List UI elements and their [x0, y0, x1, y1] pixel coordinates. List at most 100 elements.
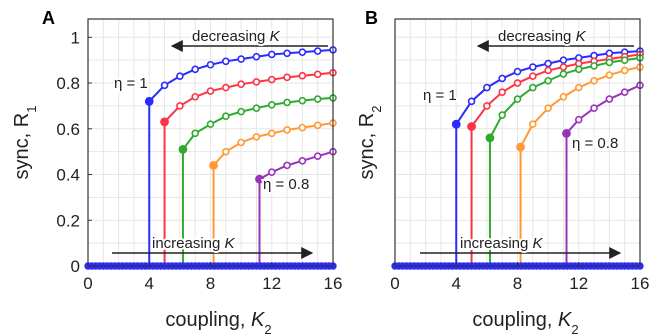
series-3-point: [605, 71, 614, 79]
increasing-label: increasing K: [460, 235, 544, 252]
series-3-point: [237, 138, 245, 147]
series-0-point: [451, 119, 461, 129]
series-3-point: [516, 142, 525, 152]
increasing-label: increasing K: [152, 235, 236, 252]
series-4-point: [574, 115, 583, 124]
series-2-point: [206, 120, 215, 129]
series-3-point: [252, 132, 261, 141]
series-0-point: [298, 48, 307, 56]
series-1-point: [267, 75, 276, 84]
series-2-point: [559, 70, 568, 78]
series-2-point: [574, 65, 583, 74]
series-0-point: [160, 81, 169, 90]
series-0-point: [544, 59, 552, 68]
eta-top-label: η = 1: [114, 75, 148, 92]
series-3-point: [283, 126, 291, 134]
series-2-point: [178, 144, 188, 154]
series-3-point: [590, 76, 598, 85]
series-2-point: [191, 129, 199, 138]
series-2-point: [298, 96, 307, 105]
x-tick-label: 12: [262, 274, 281, 293]
series-2-point: [252, 104, 261, 112]
series-0-point: [483, 83, 491, 92]
y-tick-label: 1: [71, 28, 80, 47]
series-2-point: [590, 62, 598, 70]
series-1-point: [513, 79, 522, 87]
x-tick-label: 16: [631, 274, 649, 293]
series-3-line: [212, 122, 334, 167]
series-3-point: [529, 120, 537, 129]
series-3-point: [267, 129, 276, 138]
series-2-point: [605, 58, 614, 67]
series-1-line: [470, 53, 641, 128]
series-0-point: [267, 50, 276, 59]
series-0-point: [222, 57, 230, 66]
x-tick-label: 4: [452, 274, 461, 293]
y-tick-label: 0.4: [56, 166, 80, 185]
series-1-point: [498, 88, 506, 96]
y-tick-label: 0.8: [56, 74, 80, 93]
series-4-point: [255, 174, 264, 184]
y-tick-label: 0: [71, 257, 80, 276]
series-0-point: [529, 63, 537, 71]
panel-label: A: [42, 8, 55, 28]
series-2-point: [544, 76, 552, 85]
x-tick-label: 4: [145, 274, 154, 293]
x-tick-label: 8: [513, 274, 522, 293]
series-1-point: [283, 73, 291, 82]
panel-a: 0 4 8 12 16 0 0.2 0.4 0.6 0.8 1 coupling, K2 sync, R…: [11, 8, 342, 336]
series-1-point: [467, 122, 476, 131]
y-tick-label: 0.6: [56, 120, 80, 139]
series-0-point: [559, 56, 568, 64]
series-2-point: [283, 98, 291, 107]
series-1-point: [544, 66, 552, 75]
series-4-point: [605, 95, 614, 103]
decreasing-label: decreasing K: [192, 28, 281, 45]
series-4-point: [267, 168, 276, 177]
series-2-point: [222, 112, 230, 120]
series-3-point: [574, 83, 583, 92]
series-4-line: [565, 84, 641, 135]
series-3-point: [313, 121, 322, 130]
x-axis-label: coupling, K2: [165, 309, 271, 336]
series-1-point: [176, 102, 184, 110]
series-3-point: [298, 123, 307, 132]
series-3-point: [222, 147, 230, 156]
series-0-point: [467, 97, 476, 106]
series-0-point: [206, 60, 215, 69]
series-3-point: [544, 104, 552, 112]
series-1-point: [206, 87, 215, 95]
eta-bottom-label: η = 0.8: [572, 135, 618, 152]
series-3-point: [620, 66, 629, 75]
x-tick-label: 0: [83, 274, 92, 293]
series-0-point: [513, 67, 522, 76]
series-2-point: [620, 56, 629, 64]
eta-bottom-label: η = 0.8: [263, 176, 309, 193]
series-2-point: [498, 111, 506, 119]
series-0-point: [283, 49, 291, 58]
series-1-point: [222, 83, 230, 92]
series-0-point: [191, 65, 199, 74]
series-0-point: [237, 55, 245, 63]
series-2-point: [267, 100, 276, 109]
series-0-point: [498, 74, 506, 83]
series-2-point: [529, 83, 537, 92]
series-4-point: [590, 104, 598, 112]
series-4-point: [313, 152, 322, 161]
series-4-point: [620, 88, 629, 96]
y-tick-label: 0.2: [56, 211, 80, 230]
series-1-point: [313, 70, 322, 79]
series-4-point: [562, 128, 571, 138]
series-1-point: [160, 117, 169, 127]
series-1-point: [559, 63, 568, 71]
x-tick-label: 8: [206, 274, 215, 293]
x-tick-label: 0: [390, 274, 399, 293]
decreasing-label: decreasing K: [498, 28, 587, 45]
series-3-point: [209, 160, 218, 170]
series-0-point: [252, 52, 261, 61]
series-1-point: [237, 80, 245, 88]
series-0-point: [176, 72, 184, 80]
x-tick-label: 16: [324, 274, 343, 293]
